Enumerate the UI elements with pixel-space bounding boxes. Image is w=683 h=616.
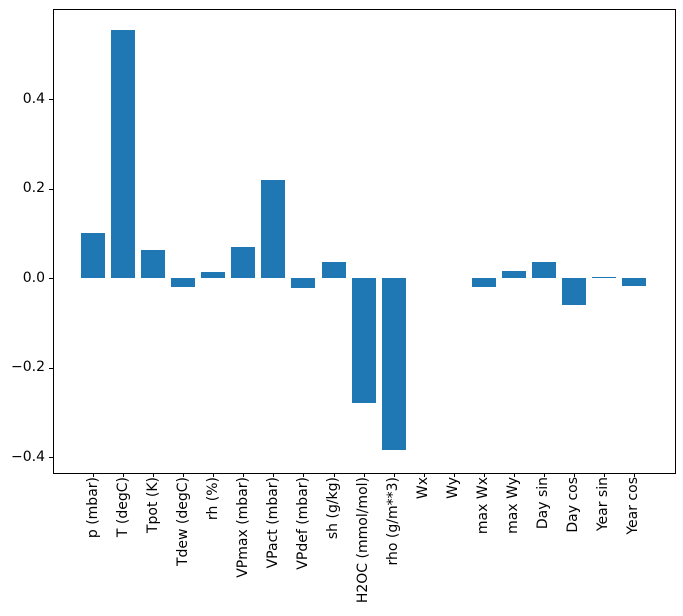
y-tick-label-4: −0.4 [11, 448, 45, 465]
x-tick-label-9: H2OC (mmol/mol) [355, 477, 371, 604]
y-tick-1 [49, 188, 53, 190]
x-tick-16 [573, 473, 575, 477]
bar-10 [381, 278, 406, 450]
y-tick-label-2: 0.0 [22, 269, 45, 286]
x-tick-4 [213, 473, 215, 477]
x-tick-1 [123, 473, 125, 477]
bar-2 [141, 249, 166, 279]
y-tick-label-1: 0.2 [22, 180, 45, 197]
x-tick-6 [273, 473, 275, 477]
x-tick-label-17: Year sin [595, 477, 612, 532]
bar-9 [351, 278, 376, 403]
x-tick-label-8: sh (g/kg) [325, 477, 341, 540]
x-tick-8 [333, 473, 335, 477]
x-tick-label-16: Day cos [565, 477, 582, 533]
x-tick-label-13: max Wx [475, 477, 492, 535]
bar-6 [261, 180, 286, 279]
x-tick-label-14: max Wy [505, 477, 522, 534]
x-tick-5 [243, 473, 245, 477]
x-tick-13 [483, 473, 485, 477]
x-tick-label-6: VPact (mbar) [264, 477, 281, 569]
x-tick-label-3: Tdew (degC) [174, 477, 191, 567]
y-tick-0 [49, 99, 53, 100]
y-tick-3 [49, 367, 53, 369]
x-tick-label-4: rh (%) [204, 477, 221, 521]
x-tick-label-18: Year cos [625, 477, 642, 535]
bar-4 [201, 271, 226, 279]
x-tick-10 [393, 473, 395, 477]
x-tick-14 [513, 473, 515, 477]
x-tick-label-7: VPdef (mbar) [294, 477, 311, 570]
bar-3 [171, 278, 196, 287]
x-tick-label-10: rho (g/m**3) [385, 477, 401, 566]
plot-area [53, 9, 676, 474]
x-tick-2 [153, 473, 155, 477]
x-tick-3 [183, 473, 185, 477]
x-tick-0 [93, 473, 95, 477]
bar-17 [591, 276, 616, 279]
bar-5 [231, 247, 256, 279]
y-tick-label-3: −0.2 [11, 359, 45, 376]
x-tick-label-11: Wx [415, 477, 432, 500]
x-tick-9 [363, 473, 365, 477]
x-tick-17 [603, 473, 605, 477]
bar-15 [531, 262, 556, 279]
x-tick-label-15: Day sin [535, 477, 552, 530]
bar-1 [111, 30, 136, 279]
bar-7 [291, 278, 316, 288]
x-tick-11 [423, 473, 425, 477]
x-tick-label-12: Wy [445, 477, 462, 499]
x-tick-18 [633, 473, 635, 477]
bar-13 [471, 278, 496, 288]
x-tick-label-2: Tpot (K) [144, 477, 161, 534]
x-tick-label-5: VPmax (mbar) [234, 477, 251, 578]
bar-16 [561, 278, 586, 305]
bar-14 [501, 270, 526, 279]
x-tick-12 [453, 473, 455, 477]
y-tick-2 [49, 278, 53, 280]
bar-18 [621, 278, 646, 287]
x-tick-15 [543, 473, 545, 477]
y-tick-label-0: 0.4 [22, 90, 45, 107]
x-tick-label-0: p (mbar) [84, 477, 101, 539]
bar-0 [81, 233, 106, 279]
x-tick-7 [303, 473, 305, 477]
bar-8 [321, 262, 346, 279]
x-tick-label-1: T (degC) [114, 477, 131, 538]
y-tick-4 [49, 457, 53, 459]
